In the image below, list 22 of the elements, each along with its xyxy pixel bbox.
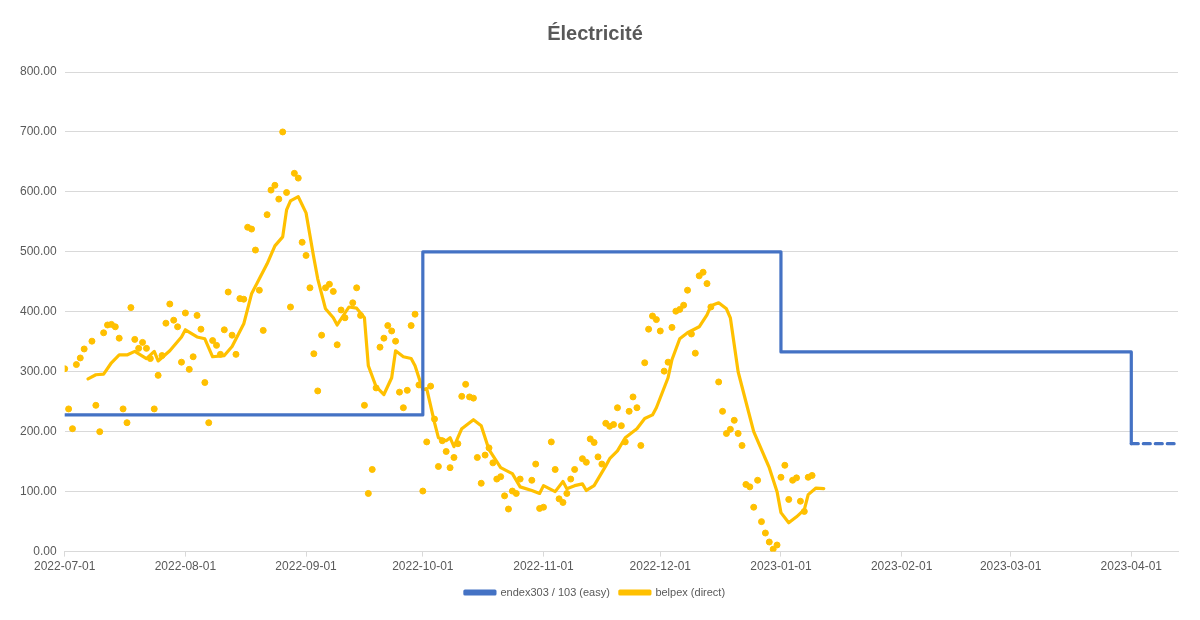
x-tick-label: 2022-09-01 [275,559,338,574]
x-tick-label: 2023-04-01 [1100,559,1163,574]
x-tick-label: 2022-12-01 [629,559,692,574]
legend-label: endex303 / 103 (easy) [500,585,610,598]
y-tick-label: 400.00 [20,304,58,319]
x-tick-label: 2023-02-01 [870,559,933,574]
x-tick-label: 2022-10-01 [392,559,454,574]
legend-label: belpex (direct) [655,585,726,598]
x-tick-label: 2023-01-01 [750,559,812,574]
y-tick-label: 700.00 [20,124,58,139]
x-tick-label: 2022-08-01 [154,559,217,574]
x-tick-label: 2023-03-01 [979,559,1042,574]
x-tick-label: 2022-11-01 [513,559,575,574]
x-tick-label: 2022-07-01 [34,559,96,574]
y-tick-label: 600.00 [20,184,58,199]
y-tick-label: 500.00 [20,244,58,259]
chart-title: Électricité [547,21,643,44]
y-tick-label: 200.00 [20,424,58,439]
y-tick-label: 0.00 [33,543,58,558]
y-tick-label: 800.00 [20,64,58,79]
y-tick-label: 100.00 [20,483,58,498]
y-tick-label: 300.00 [20,364,58,379]
